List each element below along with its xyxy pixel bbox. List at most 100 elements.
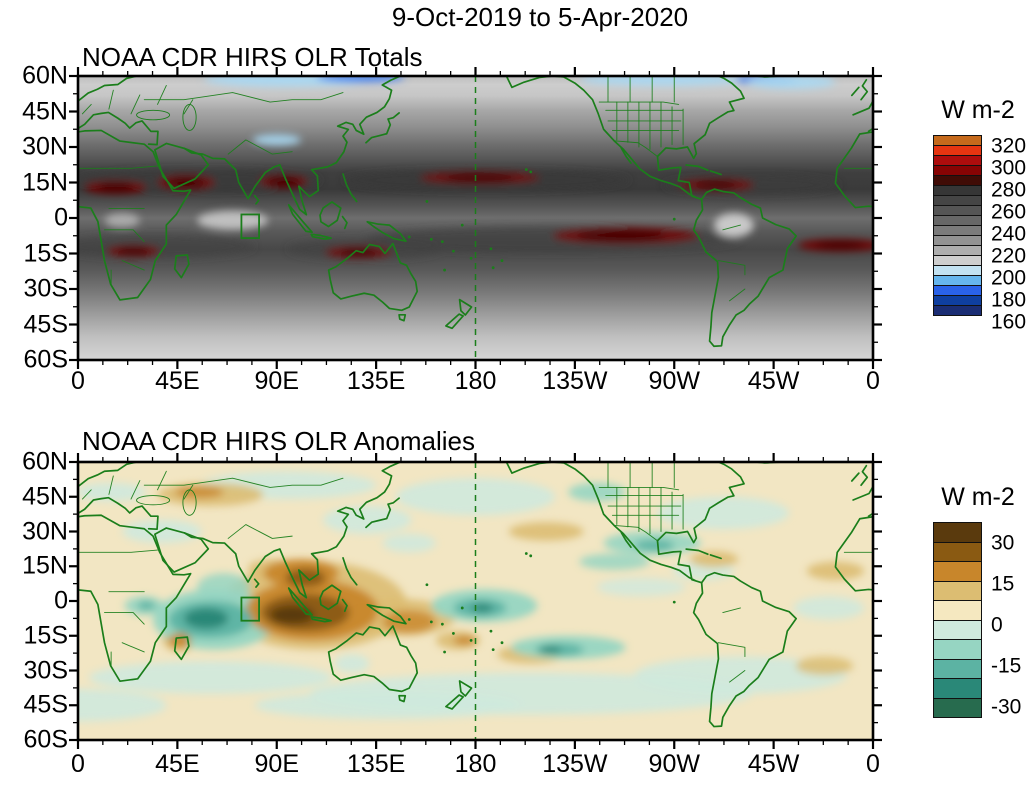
country-border-path (104, 612, 145, 625)
island-dot (469, 638, 473, 642)
coastline-path (709, 554, 722, 560)
anom-field-blob (78, 482, 147, 502)
coastline-path (445, 694, 464, 710)
coastline-path (253, 578, 260, 588)
colorbar-box (933, 561, 982, 582)
totals-colorbar (933, 135, 982, 316)
colorbar-tick-label: 30 (991, 531, 1015, 554)
lat-tick-label: 45N (22, 97, 68, 125)
country-border-path (1023, 525, 1027, 539)
country-border-path (904, 476, 908, 495)
anom-field-blob (453, 635, 476, 646)
coastline-path (341, 598, 348, 613)
colorbar-tick-label: -30 (991, 695, 1022, 718)
anom-field-blob (78, 689, 167, 722)
totals-contour-fields (78, 76, 873, 260)
colorbar-tick-label: 300 (991, 156, 1027, 180)
coastline-path (692, 188, 797, 348)
island-dot (425, 583, 429, 587)
country-border-path (143, 92, 344, 103)
coastline-path (310, 616, 332, 623)
anom-field-blob (806, 561, 865, 581)
island-dot (460, 606, 464, 610)
island-dot (524, 552, 528, 555)
island-dot (500, 259, 504, 262)
colorbar-box (933, 619, 982, 640)
coastline-path (341, 215, 348, 230)
coastline-path (860, 464, 869, 487)
island-dot (529, 170, 533, 174)
lon-tick-label: 0 (71, 367, 85, 395)
island-dot (460, 223, 464, 227)
lat-tick-label: 45N (22, 482, 68, 511)
island-dot (491, 266, 495, 270)
island-dot (489, 629, 493, 633)
totals-index-region-box (240, 213, 260, 240)
lon-tick-label: 135E (346, 367, 406, 395)
coastline-path (398, 313, 407, 322)
colorbar-box (933, 678, 982, 699)
island-dot (672, 600, 676, 604)
anomalies-panel-title: NOAA CDR HIRS OLR Anomalies (82, 426, 476, 456)
lon-tick-label: 135E (346, 750, 406, 778)
lon-tick-label: 90E (254, 367, 299, 395)
totals-field-blob (577, 230, 666, 241)
island-dot (452, 249, 455, 253)
coastline-path (78, 129, 192, 301)
anom-field-blob (382, 533, 436, 553)
lat-tick-label: 45S (23, 690, 68, 719)
anom-field-blob (579, 553, 650, 570)
country-border-path (108, 89, 114, 110)
coastline-path (685, 164, 709, 172)
coastline-path (173, 636, 190, 661)
totals-coastlines (78, 76, 873, 348)
anom-field-blob (89, 661, 332, 694)
lon-tick-label: 45E (155, 750, 200, 778)
anom-field-blob (184, 607, 229, 629)
country-border-path (81, 103, 92, 115)
colorbar-box (933, 658, 982, 679)
coastline-path (287, 203, 313, 234)
colorbar-tick-label: 15 (991, 572, 1015, 595)
lat-tick-label: 30N (22, 517, 68, 545)
country-border-path (121, 642, 145, 653)
coastline-path (78, 462, 138, 489)
colorbar-box (933, 697, 982, 718)
colorbar-box (933, 639, 982, 660)
coastline-path (253, 194, 260, 205)
lon-tick-label: 90E (254, 750, 299, 778)
coastline-path (366, 220, 407, 243)
country-border-path (157, 470, 167, 491)
lon-tick-label: 45W (747, 367, 800, 395)
totals-field-blob (444, 173, 516, 182)
anom-field-blob (382, 610, 436, 634)
anom-axis-ticks (69, 453, 882, 749)
totals-field-blob (696, 181, 737, 189)
coastline-path (458, 680, 473, 697)
anom-index-region-box (240, 596, 260, 622)
country-border-path (227, 139, 293, 155)
country-border-path (130, 94, 141, 115)
island-dot (425, 200, 429, 203)
coastline-path (310, 233, 332, 240)
coastline-path (183, 147, 281, 200)
coastline-path (278, 76, 402, 216)
coastline-path (685, 548, 709, 556)
colorbar-tick-label: 240 (991, 222, 1027, 246)
lon-tick-label: 0 (866, 367, 880, 395)
anomalies-colorbar (933, 522, 982, 718)
totals-map (69, 67, 882, 369)
coastline-path (154, 527, 210, 573)
anom-coastlines (78, 462, 1027, 728)
totals-field-blob (747, 76, 836, 90)
coastline-path (78, 76, 138, 103)
lat-tick-label: 30S (23, 656, 68, 684)
country-border-path (130, 480, 141, 500)
country-border-path (183, 99, 194, 115)
colorbar-box (933, 541, 982, 562)
coastline-path (852, 100, 873, 116)
country-border-path (722, 224, 741, 231)
caspian-sea-outline (182, 489, 197, 516)
colorbar-box (933, 580, 982, 601)
coastline-path (327, 242, 419, 312)
